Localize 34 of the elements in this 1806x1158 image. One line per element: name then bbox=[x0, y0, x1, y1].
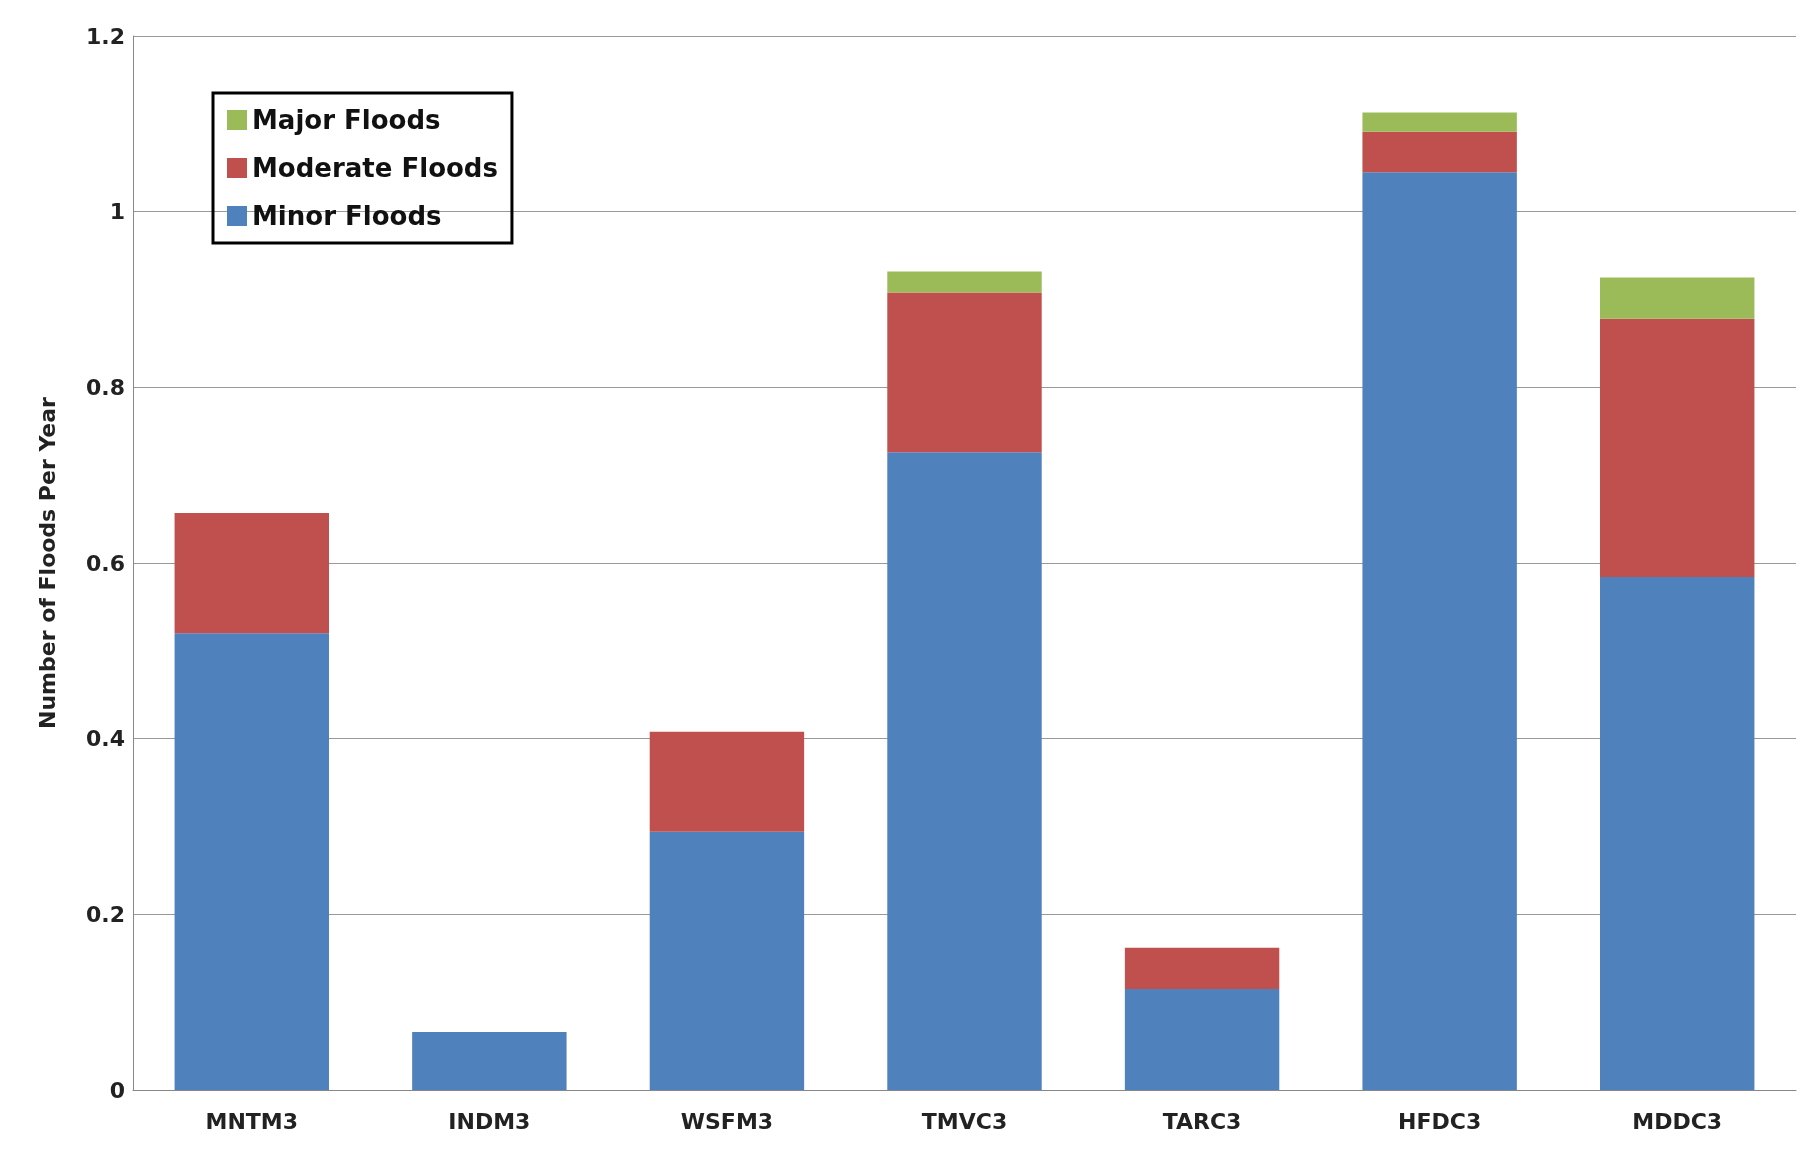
bar bbox=[174, 633, 329, 1090]
x-tick-label: INDM3 bbox=[448, 1108, 531, 1134]
x-tick-label: MDDC3 bbox=[1632, 1108, 1723, 1134]
y-tick-label: 0 bbox=[109, 1077, 125, 1103]
bar bbox=[1600, 577, 1755, 1090]
bar bbox=[1124, 947, 1280, 989]
y-tick-label: 0.6 bbox=[86, 550, 125, 576]
x-tick-label: HFDC3 bbox=[1398, 1108, 1482, 1134]
bar bbox=[1600, 277, 1755, 319]
y-tick-label: 1 bbox=[109, 199, 125, 225]
bar bbox=[887, 292, 1042, 453]
bar bbox=[1362, 131, 1517, 173]
legend-label: Minor Floods bbox=[252, 201, 442, 231]
bar bbox=[649, 831, 805, 1090]
x-tick-label: WSFM3 bbox=[680, 1108, 774, 1134]
x-tick-label: TMVC3 bbox=[921, 1108, 1008, 1134]
bar bbox=[887, 271, 1042, 293]
bar bbox=[887, 452, 1042, 1090]
y-axis-title: Number of Floods Per Year bbox=[34, 396, 60, 729]
x-tick-label: MNTM3 bbox=[205, 1108, 299, 1134]
bar bbox=[1362, 172, 1517, 1090]
y-tick-label: 0.8 bbox=[86, 374, 125, 400]
bar bbox=[1124, 988, 1280, 1090]
y-tick-label: 0.4 bbox=[86, 726, 125, 752]
bar bbox=[649, 731, 805, 832]
legend-label: Major Floods bbox=[252, 105, 441, 135]
legend-label: Moderate Floods bbox=[252, 153, 498, 183]
bar bbox=[174, 512, 329, 634]
y-tick-label: 0.2 bbox=[86, 901, 125, 927]
bar bbox=[1600, 318, 1755, 578]
y-tick-label: 1.2 bbox=[86, 23, 125, 49]
bar bbox=[1362, 112, 1517, 132]
bar bbox=[412, 1032, 567, 1090]
x-tick-label: TARC3 bbox=[1162, 1108, 1242, 1134]
